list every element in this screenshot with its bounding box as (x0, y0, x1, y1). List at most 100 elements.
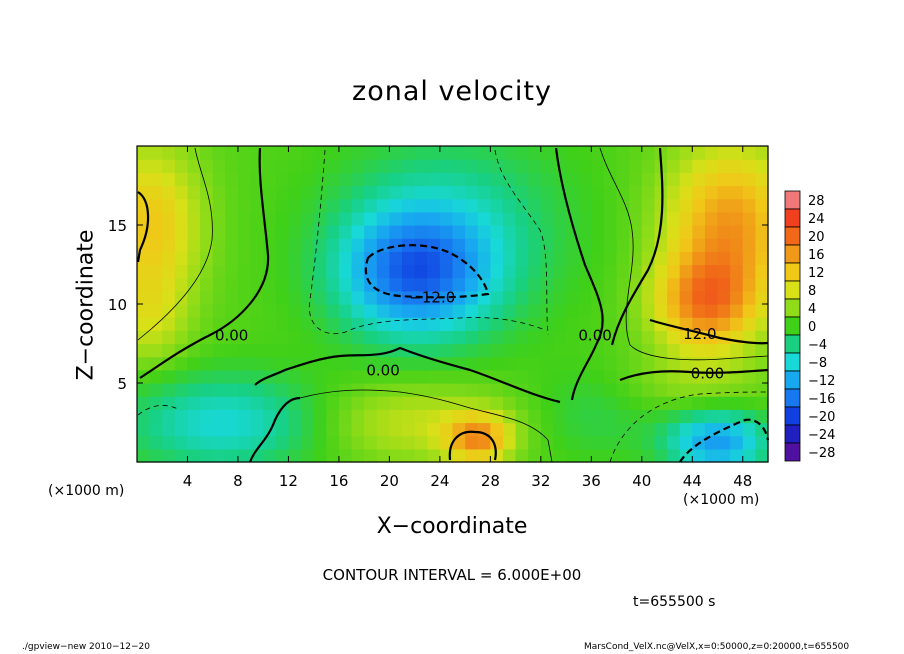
heatmap-cell (288, 317, 302, 331)
heatmap-cell (313, 396, 327, 410)
heatmap-cell (629, 159, 643, 173)
heatmap-cell (515, 396, 529, 410)
heatmap-cell (414, 211, 428, 226)
heatmap-cell (338, 277, 353, 292)
heatmap-cell (692, 317, 706, 331)
heatmap-cell (439, 330, 454, 345)
heatmap-cell (402, 304, 416, 318)
heatmap-cell (528, 409, 542, 424)
heatmap-cell (326, 146, 340, 160)
heatmap-cell (465, 435, 479, 450)
heatmap-cell (338, 290, 353, 305)
heatmap-cell (591, 396, 605, 410)
heatmap-cell (174, 409, 189, 424)
heatmap-cell (187, 198, 201, 213)
heatmap-cell (578, 422, 592, 437)
heatmap-cell (162, 409, 176, 424)
colorbar-label: 12 (808, 266, 825, 281)
heatmap-cell (389, 330, 403, 345)
heatmap-cell (755, 330, 769, 345)
heatmap-cell (490, 198, 504, 213)
heatmap-cell (414, 172, 428, 187)
heatmap-cell (149, 396, 163, 410)
heatmap-cell (591, 198, 605, 213)
heatmap-cell (389, 264, 403, 279)
colorbar-swatch (784, 406, 801, 426)
heatmap-cell (364, 159, 378, 173)
heatmap-cell (452, 304, 466, 318)
heatmap-cell (591, 422, 605, 437)
heatmap-cell (704, 251, 719, 266)
heatmap-cell (439, 185, 454, 200)
heatmap-cell (528, 369, 542, 384)
heatmap-cell (275, 290, 290, 305)
heatmap-cell (427, 448, 441, 463)
heatmap-cell (212, 330, 226, 345)
heatmap-cell (174, 159, 189, 173)
x-tick-label: 24 (430, 472, 449, 490)
heatmap-cell (288, 435, 302, 450)
heatmap-cell (187, 317, 201, 331)
heatmap-cell (629, 172, 643, 187)
heatmap-cell (692, 396, 706, 410)
heatmap-cell (137, 343, 151, 358)
heatmap-cell (616, 238, 630, 252)
heatmap-cell (275, 383, 290, 397)
heatmap-cell (502, 448, 517, 463)
heatmap-cell (427, 198, 441, 213)
contour-zero-left (136, 191, 150, 263)
heatmap-cell (730, 172, 744, 187)
contour-thin-lower-left (137, 405, 181, 416)
heatmap-cell (641, 277, 656, 292)
heatmap-cell (553, 172, 567, 187)
heatmap-cell (616, 290, 630, 305)
heatmap-cell (553, 225, 567, 239)
heatmap-cell (275, 211, 290, 226)
heatmap-cell (566, 198, 580, 213)
heatmap-cell (137, 304, 151, 318)
heatmap-cell (667, 330, 681, 345)
colorbar-label: 0 (808, 320, 816, 335)
heatmap-cell (629, 304, 643, 318)
heatmap-cell (313, 409, 327, 424)
heatmap-cell (389, 356, 403, 371)
heatmap-cell (313, 159, 327, 173)
heatmap-cell (679, 435, 693, 450)
heatmap-cell (351, 409, 365, 424)
heatmap-cell (174, 356, 189, 371)
heatmap-cell (667, 343, 681, 358)
heatmap-cell (515, 159, 529, 173)
heatmap-cell (477, 264, 491, 279)
heatmap-cell (364, 409, 378, 424)
heatmap-cell (212, 251, 226, 266)
heatmap-cell (553, 264, 567, 279)
heatmap-cell (137, 264, 151, 279)
heatmap-cell (237, 383, 252, 397)
heatmap-cell (465, 185, 479, 200)
heatmap-cell (591, 225, 605, 239)
heatmap-cell (717, 435, 731, 450)
heatmap-cell (452, 330, 466, 345)
heatmap-cell (427, 304, 441, 318)
heatmap-cell (187, 185, 201, 200)
heatmap-cell (225, 159, 239, 173)
heatmap-cell (667, 277, 681, 292)
heatmap-cell (667, 225, 681, 239)
heatmap-cell (376, 369, 390, 384)
heatmap-cell (515, 198, 529, 213)
heatmap-cell (212, 264, 226, 279)
heatmap-cell (692, 159, 706, 173)
heatmap-cell (237, 211, 252, 226)
heatmap-cell (452, 159, 466, 173)
heatmap-cell (200, 409, 214, 424)
heatmap-cell (212, 238, 226, 252)
heatmap-cell (540, 264, 555, 279)
heatmap-cell (629, 211, 643, 226)
heatmap-cell (225, 330, 239, 345)
heatmap-cell (717, 251, 731, 266)
heatmap-cell (616, 264, 630, 279)
heatmap-cell (528, 330, 542, 345)
heatmap-cell (250, 290, 264, 305)
heatmap-cell (187, 238, 201, 252)
heatmap-cell (755, 435, 769, 450)
